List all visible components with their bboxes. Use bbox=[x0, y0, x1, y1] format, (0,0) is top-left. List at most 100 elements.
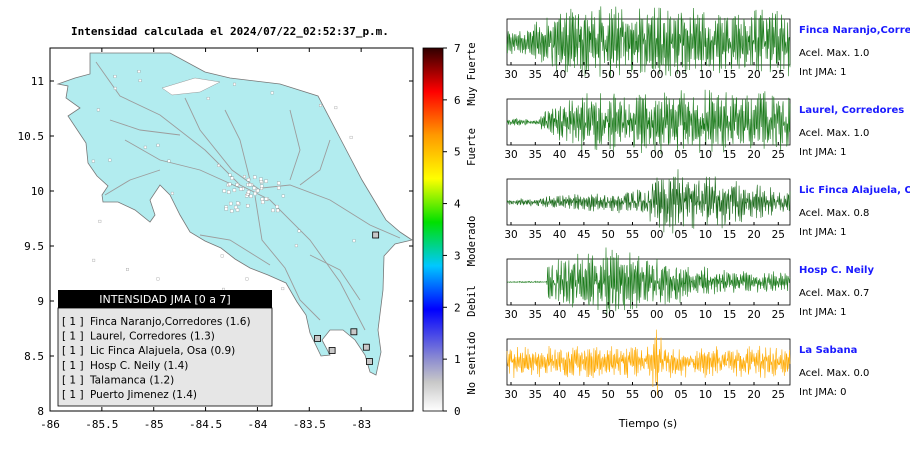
time-tick-label-1-7: 05 bbox=[674, 149, 687, 161]
town-dot bbox=[252, 186, 256, 190]
town-dot bbox=[264, 197, 268, 201]
lat-tick-label-5: 8.5 bbox=[24, 350, 44, 363]
town-dot bbox=[108, 158, 112, 162]
time-axis-label: Tiempo (s) bbox=[618, 417, 677, 430]
colorbar: 0 1 2 3 4 5 6 7 No sentido Debil Moderado Fuerte Mu… bbox=[422, 42, 478, 418]
time-tick-label-1-11: 25 bbox=[772, 149, 785, 161]
town-dot bbox=[281, 287, 285, 291]
waveform-trace-2 bbox=[506, 169, 791, 234]
town-dot bbox=[260, 187, 264, 190]
station-accel-4: Acel. Max. 0.0 bbox=[799, 368, 869, 379]
station-marker-3 bbox=[350, 328, 358, 336]
town-dot bbox=[334, 106, 338, 110]
legend-level-4: [ 1 ] bbox=[62, 374, 84, 386]
time-tick-label-0-9: 15 bbox=[723, 69, 736, 81]
town-dot bbox=[96, 108, 100, 112]
time-tick-label-0-8: 10 bbox=[699, 69, 712, 81]
town-dot bbox=[256, 188, 260, 193]
town-dot bbox=[259, 180, 263, 183]
town-dot bbox=[246, 190, 251, 194]
town-dot bbox=[319, 104, 322, 107]
station-int-4: Int JMA: 0 bbox=[799, 387, 847, 398]
town-dot bbox=[217, 164, 221, 167]
time-tick-label-4-2: 40 bbox=[553, 389, 566, 401]
cb-category-4: Muy Fuerte bbox=[466, 42, 478, 105]
time-tick-label-3-9: 15 bbox=[723, 309, 736, 321]
time-tick-label-3-6: 00 bbox=[650, 309, 663, 321]
waveform-trace-4 bbox=[506, 329, 791, 396]
town-dot bbox=[206, 97, 210, 100]
time-tick-label-1-9: 15 bbox=[723, 149, 736, 161]
town-dot bbox=[91, 159, 95, 163]
town-dot bbox=[236, 201, 240, 205]
station-name-0: Finca Naranjo,Corredor bbox=[799, 25, 910, 36]
town-dot bbox=[243, 175, 246, 179]
cb-category-2: Moderado bbox=[466, 216, 478, 267]
cb-category-1: Debil bbox=[466, 285, 478, 317]
time-tick-label-2-8: 10 bbox=[699, 229, 712, 241]
legend-label-0: Finca Naranjo,Corredores (1.6) bbox=[90, 316, 251, 328]
time-tick-label-1-3: 45 bbox=[577, 149, 590, 161]
time-tick-label-2-0: 30 bbox=[504, 229, 517, 241]
town-dot bbox=[294, 244, 298, 248]
legend-label-3: Hosp C. Neily (1.4) bbox=[90, 360, 188, 372]
lat-tick-label-0: 11 bbox=[31, 75, 44, 88]
waveform-trace-3 bbox=[506, 247, 791, 317]
town-dot bbox=[277, 181, 281, 185]
time-tick-label-1-8: 10 bbox=[699, 149, 712, 161]
town-dot bbox=[92, 258, 96, 262]
time-tick-label-1-2: 40 bbox=[553, 149, 566, 161]
station-marker-5 bbox=[328, 347, 336, 354]
station-int-1: Int JMA: 1 bbox=[799, 147, 847, 158]
station-marker-0 bbox=[362, 343, 370, 351]
legend-body bbox=[57, 307, 273, 407]
time-tick-label-3-10: 20 bbox=[747, 309, 760, 321]
map-panel: -86 -85.5 -85 -84.5 -84 -83.5 -83 11 10.5 10 9.5 9 8… bbox=[18, 47, 414, 431]
lat-tick-label-4: 9 bbox=[37, 295, 44, 308]
time-tick-label-4-4: 50 bbox=[602, 389, 615, 401]
time-tick-label-2-2: 40 bbox=[553, 229, 566, 241]
legend-title: INTENSIDAD JMA [0 a 7] bbox=[99, 293, 230, 306]
station-marker-1 bbox=[366, 358, 373, 365]
waveform-panel-1: 30 35 40 45 50 55 00 05 10 15 20 25 Laurel, Corredor… bbox=[504, 89, 904, 161]
lat-tick-label-3: 9.5 bbox=[24, 240, 44, 253]
town-dot bbox=[229, 201, 233, 206]
legend-header-bg bbox=[58, 290, 272, 308]
town-dot bbox=[156, 143, 160, 147]
time-tick-label-4-8: 10 bbox=[699, 389, 712, 401]
time-tick-label-2-7: 05 bbox=[674, 229, 687, 241]
time-tick-label-2-9: 15 bbox=[723, 229, 736, 241]
town-dot bbox=[235, 183, 239, 187]
cb-tick-label-3: 3 bbox=[454, 249, 461, 262]
lon-tick-label-2: -85 bbox=[144, 418, 164, 431]
town-dot bbox=[126, 268, 129, 271]
time-tick-label-0-1: 35 bbox=[529, 69, 542, 81]
time-tick-label-3-8: 10 bbox=[699, 309, 712, 321]
station-accel-1: Acel. Max. 1.0 bbox=[799, 128, 869, 139]
time-tick-label-4-3: 45 bbox=[577, 389, 590, 401]
cb-tick-label-7: 7 bbox=[454, 42, 461, 55]
station-marker-2 bbox=[314, 334, 321, 342]
time-tick-label-0-11: 25 bbox=[772, 69, 785, 81]
cb-category-3: Fuerte bbox=[466, 128, 478, 166]
town-dot bbox=[235, 208, 240, 212]
time-tick-label-2-5: 55 bbox=[626, 229, 639, 241]
colorbar-bar bbox=[422, 47, 444, 412]
time-tick-label-4-7: 05 bbox=[674, 389, 687, 401]
legend-label-1: Laurel, Corredores (1.3) bbox=[90, 331, 215, 343]
town-dot bbox=[277, 186, 281, 190]
town-dot bbox=[113, 75, 117, 78]
time-tick-label-3-11: 25 bbox=[772, 309, 785, 321]
land-mass bbox=[56, 52, 413, 376]
town-dot bbox=[261, 200, 265, 204]
town-dot bbox=[297, 229, 301, 233]
legend-label-4: Talamanca (1.2) bbox=[89, 374, 174, 386]
town-dot bbox=[264, 179, 268, 183]
time-tick-label-1-5: 55 bbox=[626, 149, 639, 161]
town-dot bbox=[276, 208, 280, 213]
town-dot bbox=[228, 182, 232, 186]
lon-tick-label-1: -85.5 bbox=[85, 418, 118, 431]
time-tick-label-3-0: 30 bbox=[504, 309, 517, 321]
legend-label-5: Puerto Jimenez (1.4) bbox=[90, 389, 197, 401]
time-tick-label-1-6: 00 bbox=[650, 149, 663, 161]
